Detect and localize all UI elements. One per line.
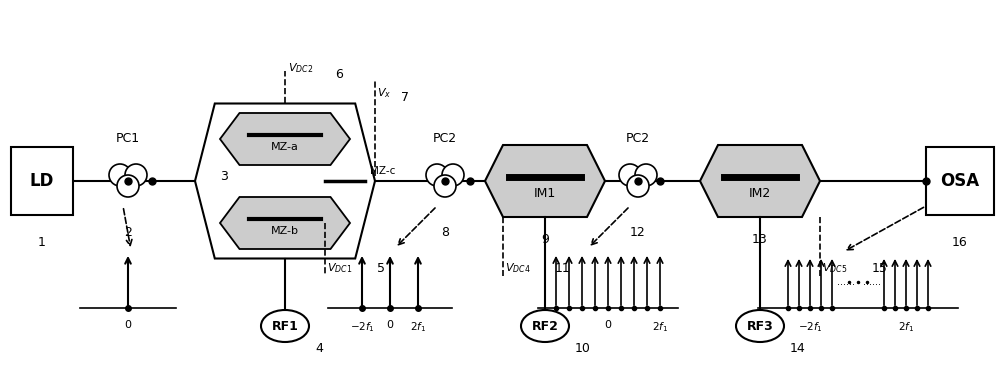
Text: MZ-b: MZ-b bbox=[271, 226, 299, 236]
Text: 1: 1 bbox=[38, 236, 46, 249]
Text: RF1: RF1 bbox=[272, 320, 298, 332]
Circle shape bbox=[125, 164, 147, 186]
Text: 13: 13 bbox=[752, 233, 768, 246]
Text: 11: 11 bbox=[555, 261, 571, 274]
Text: 12: 12 bbox=[630, 226, 646, 239]
Circle shape bbox=[442, 164, 464, 186]
Text: $-2f_1$: $-2f_1$ bbox=[798, 320, 822, 334]
Circle shape bbox=[434, 175, 456, 197]
Text: 10: 10 bbox=[575, 341, 591, 355]
Circle shape bbox=[109, 164, 131, 186]
Text: 7: 7 bbox=[401, 91, 409, 104]
Text: 4: 4 bbox=[315, 341, 323, 355]
Polygon shape bbox=[700, 145, 820, 217]
Text: PC2: PC2 bbox=[626, 132, 650, 145]
Bar bbox=[926, 147, 994, 215]
Text: PC2: PC2 bbox=[433, 132, 457, 145]
Ellipse shape bbox=[521, 310, 569, 342]
Text: 15: 15 bbox=[872, 261, 888, 274]
Bar bbox=[11, 147, 73, 215]
Text: 16: 16 bbox=[952, 236, 968, 249]
Circle shape bbox=[426, 164, 448, 186]
Text: $V_{DC2}$: $V_{DC2}$ bbox=[288, 61, 313, 75]
Text: IM2: IM2 bbox=[749, 187, 771, 200]
Text: RF2: RF2 bbox=[532, 320, 558, 332]
Text: 2: 2 bbox=[124, 226, 132, 239]
Polygon shape bbox=[220, 197, 350, 249]
Text: 5: 5 bbox=[377, 261, 385, 274]
Text: IM1: IM1 bbox=[534, 187, 556, 200]
Text: 3: 3 bbox=[220, 170, 228, 182]
Polygon shape bbox=[220, 113, 350, 165]
Polygon shape bbox=[485, 145, 605, 217]
Text: 6: 6 bbox=[335, 68, 343, 81]
Text: RF3: RF3 bbox=[747, 320, 773, 332]
Text: 14: 14 bbox=[790, 341, 806, 355]
Text: 8: 8 bbox=[441, 226, 449, 239]
Text: OSA: OSA bbox=[940, 172, 980, 190]
Text: $V_{DC5}$: $V_{DC5}$ bbox=[822, 261, 847, 275]
Text: 0: 0 bbox=[604, 320, 612, 330]
Circle shape bbox=[117, 175, 139, 197]
Text: MZ-c: MZ-c bbox=[370, 166, 396, 176]
Text: $-2f_1$: $-2f_1$ bbox=[350, 320, 374, 334]
Text: $2f_1$: $2f_1$ bbox=[410, 320, 426, 334]
Text: $2f_1$: $2f_1$ bbox=[652, 320, 668, 334]
Text: $V_x$: $V_x$ bbox=[377, 86, 391, 100]
Ellipse shape bbox=[736, 310, 784, 342]
Text: PC1: PC1 bbox=[116, 132, 140, 145]
Text: $2f_1$: $2f_1$ bbox=[898, 320, 914, 334]
Ellipse shape bbox=[261, 310, 309, 342]
Text: ......: ...... bbox=[837, 277, 855, 287]
Text: LD: LD bbox=[30, 172, 54, 190]
Circle shape bbox=[635, 164, 657, 186]
Text: $V_{DC1}$: $V_{DC1}$ bbox=[327, 261, 352, 275]
Circle shape bbox=[619, 164, 641, 186]
Circle shape bbox=[627, 175, 649, 197]
Polygon shape bbox=[195, 103, 375, 259]
Text: 0: 0 bbox=[386, 320, 394, 330]
Text: $V_{DC4}$: $V_{DC4}$ bbox=[505, 261, 531, 275]
Text: 0: 0 bbox=[124, 320, 132, 330]
Text: 9: 9 bbox=[541, 233, 549, 246]
Text: $-2f_1$: $-2f_1$ bbox=[544, 320, 568, 334]
Text: MZ-a: MZ-a bbox=[271, 142, 299, 152]
Text: ......: ...... bbox=[863, 277, 881, 287]
